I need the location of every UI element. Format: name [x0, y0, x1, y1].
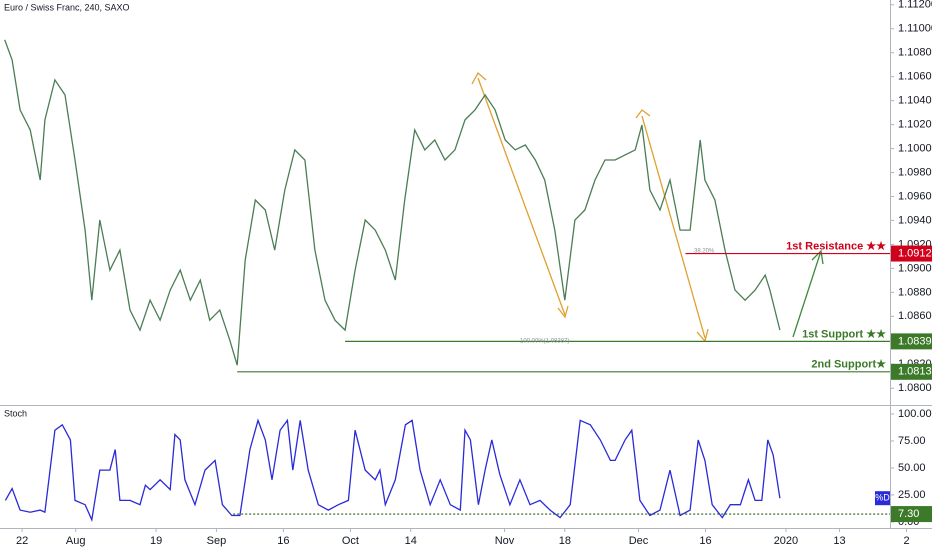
y-tick-label: 1.10400: [898, 95, 932, 107]
series-label: %D: [875, 493, 890, 503]
x-tick-label: Aug: [66, 535, 86, 547]
level-price-box: [891, 245, 932, 262]
x-tick-label: 14: [405, 535, 417, 547]
series-label-box: [875, 491, 890, 506]
stoch-title: Stoch: [4, 408, 27, 418]
y-tick-label: 1.08600: [898, 310, 932, 322]
x-tick-label: 19: [150, 535, 162, 547]
chart-title: Euro / Swiss Franc, 240, SAXO: [4, 2, 130, 12]
fib-label: 38.20%: [694, 249, 715, 255]
level-name: 1st Support ★★: [802, 328, 886, 340]
x-tick-label: Dec: [629, 535, 649, 547]
level-value-box: [891, 506, 932, 523]
arrowhead: [471, 71, 487, 85]
arrowhead: [635, 109, 651, 119]
data-line: [4, 39, 781, 366]
y-tick-label: 1.10000: [898, 142, 932, 154]
arrowhead: [811, 249, 824, 265]
y-tick-label: 1.09400: [898, 214, 932, 226]
level-price-label: 1.09124: [898, 247, 932, 259]
level-name: 2nd Support★: [811, 359, 886, 371]
x-tick-label: 22: [16, 535, 28, 547]
y-tick-label: 1.10800: [898, 47, 932, 59]
arrow: [477, 77, 566, 316]
y-tick-label: 1.10600: [898, 71, 932, 83]
level-price-label: 1.08391: [898, 335, 932, 347]
y-tick-label: 1.09600: [898, 190, 932, 202]
y-tick-label: 1.09800: [898, 166, 932, 178]
x-tick-label: 2020: [774, 535, 798, 547]
y-tick-label: 1.10200: [898, 119, 932, 131]
y-tick-label: 1.09000: [898, 262, 932, 274]
projection-arrow: [792, 249, 824, 338]
x-tick-label: 16: [277, 535, 289, 547]
x-tick-label: Nov: [495, 535, 515, 547]
level-price-label: 1.08137: [898, 366, 932, 378]
x-tick-label: Sep: [207, 535, 227, 547]
x-tick-label: 2: [903, 535, 909, 547]
level-name: 1st Resistance ★★: [786, 240, 886, 252]
level-price-box: [891, 363, 932, 380]
arrowhead: [557, 305, 569, 319]
y-tick-label: 1.08000: [898, 382, 932, 394]
level-price-box: [891, 333, 932, 350]
arrow: [792, 253, 821, 338]
x-tick-label: 16: [699, 535, 711, 547]
x-tick-label: 13: [833, 535, 845, 547]
y-tick-label: 1.11000: [898, 23, 932, 35]
x-tick-label: Oct: [342, 535, 359, 547]
y-tick-label: 75.00: [898, 435, 926, 447]
x-tick-label: 18: [559, 535, 571, 547]
arrow: [641, 115, 706, 339]
y-tick-label: 25.00: [898, 489, 926, 501]
y-tick-label: 100.00: [898, 408, 932, 420]
y-tick-label: 1.11200: [898, 0, 932, 11]
fib-label: 100.00%(1.08387): [520, 339, 569, 345]
y-tick-label: 1.08800: [898, 286, 932, 298]
y-tick-label: 50.00: [898, 462, 926, 474]
level-value-label: 7.30: [898, 508, 919, 520]
